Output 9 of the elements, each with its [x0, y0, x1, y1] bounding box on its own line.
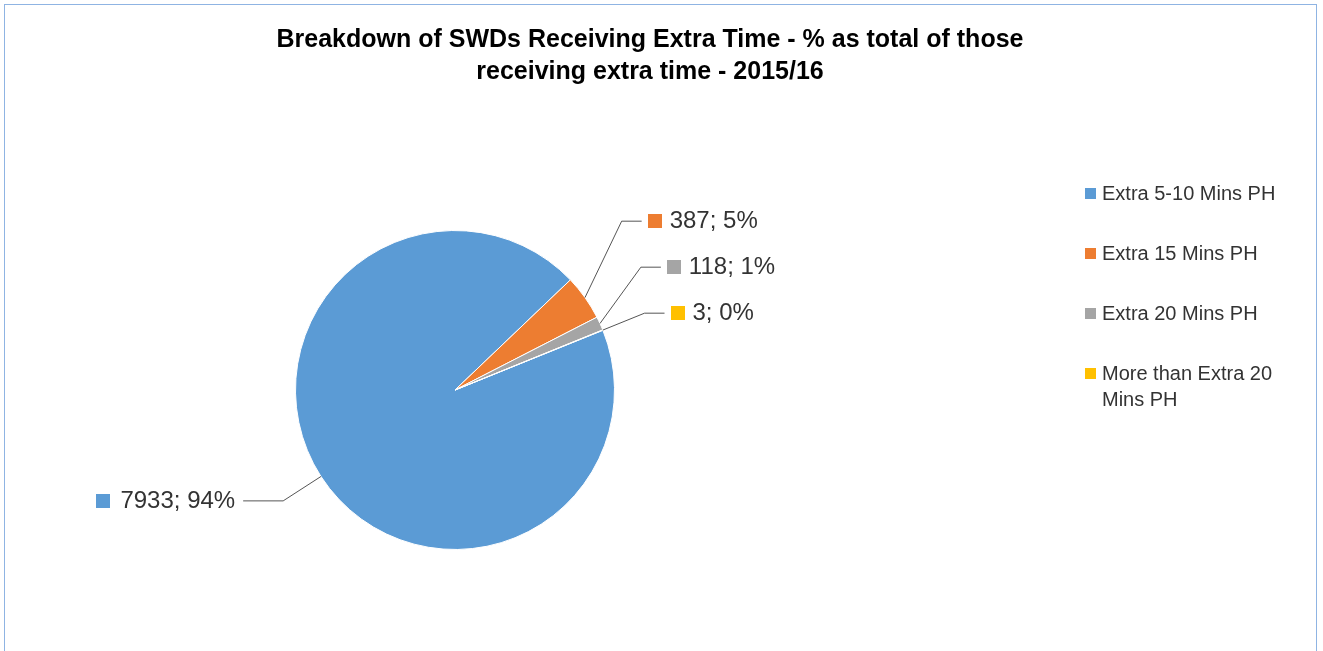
legend-label: More than Extra 20 Mins PH: [1102, 361, 1274, 412]
legend-label: Extra 15 Mins PH: [1102, 241, 1258, 266]
data-label: 3; 0%: [692, 297, 754, 325]
chart-title: Breakdown of SWDs Receiving Extra Time - % as total of those receiving extra time - 2015/16: [275, 23, 1025, 86]
data-label: 118; 1%: [688, 251, 776, 279]
legend-label: Extra 20 Mins PH: [1102, 301, 1258, 326]
data-label: 387; 5%: [669, 205, 758, 233]
data-label: 7933; 94%: [120, 485, 236, 513]
legend-label: Extra 5-10 Mins PH: [1102, 181, 1276, 206]
